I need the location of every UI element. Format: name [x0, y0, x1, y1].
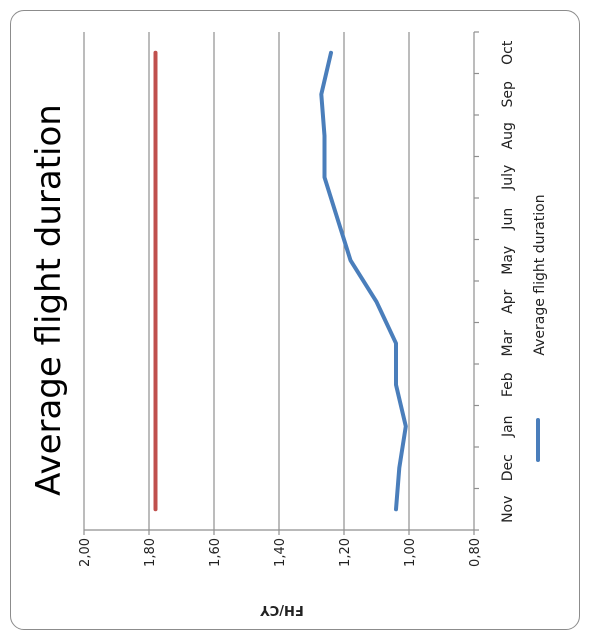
- category-tick-label: Apr: [500, 289, 516, 313]
- y-axis-label: FH/CY: [260, 602, 304, 617]
- category-tick-label: Jan: [500, 415, 516, 438]
- category-tick-label: May: [500, 246, 516, 275]
- category-tick-label: Aug: [500, 122, 516, 149]
- series-lines: [153, 50, 408, 512]
- category-tick-label: Feb: [500, 372, 516, 397]
- value-tick-label: 1,00: [403, 538, 418, 567]
- chart-title: Average flight duration: [29, 104, 69, 496]
- series-line: [319, 50, 408, 512]
- gridlines: [83, 32, 410, 530]
- category-tick-label: Oct: [500, 40, 516, 65]
- category-tick-label: Mar: [500, 330, 516, 357]
- tick-labels: 2,00 1,80 1,60 1,40 1,20 1,00 0,80 Nov Dec Jan Feb…: [78, 40, 516, 567]
- chart-frame: [10, 10, 580, 630]
- category-tick-label: Nov: [500, 496, 516, 523]
- value-tick-label: 2,00: [78, 538, 93, 567]
- value-tick-label: 1,40: [273, 538, 288, 567]
- legend-label: Average flight duration: [532, 194, 548, 355]
- category-tick-label: Dec: [500, 454, 516, 481]
- category-tick-label: July: [500, 165, 516, 191]
- value-tick-label: 1,60: [208, 538, 223, 567]
- axes: [83, 31, 479, 535]
- category-tick-label: Jun: [500, 208, 516, 231]
- value-tick-label: 1,80: [143, 538, 158, 567]
- category-tick-label: Sep: [500, 81, 516, 108]
- value-tick-label: 1,20: [338, 538, 353, 567]
- value-tick-label: 0,80: [468, 538, 483, 567]
